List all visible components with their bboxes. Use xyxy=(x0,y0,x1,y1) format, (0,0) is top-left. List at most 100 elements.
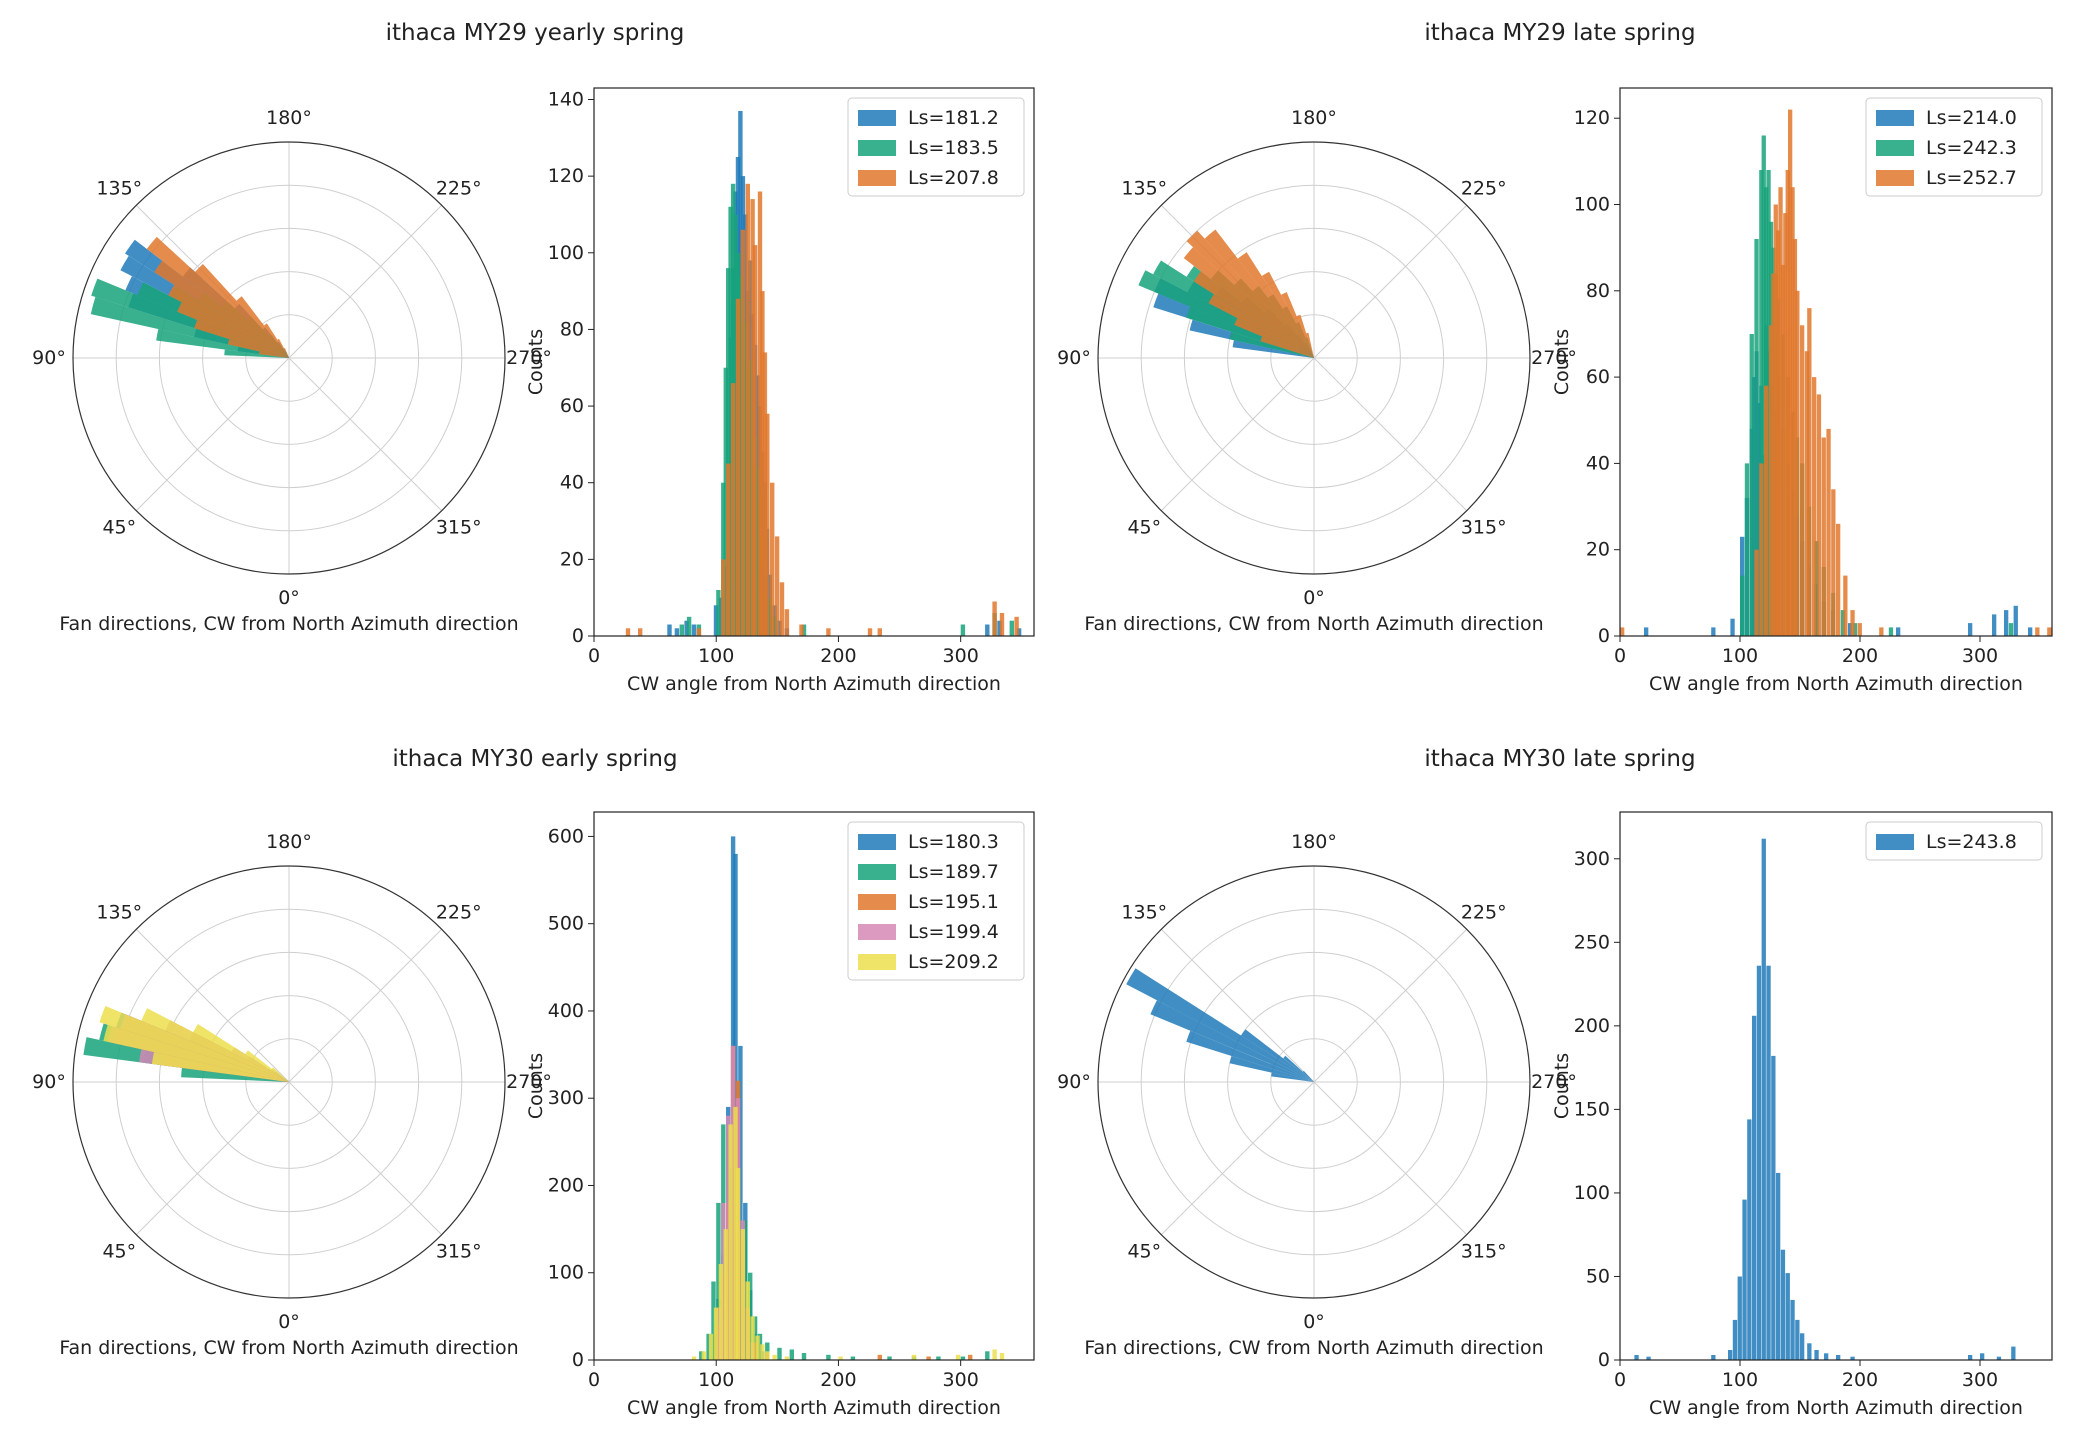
hist-bar xyxy=(1752,377,1757,636)
y-tick-label: 80 xyxy=(1586,280,1610,302)
polar-grid-spoke xyxy=(135,928,290,1083)
hist-bar xyxy=(1761,838,1766,1360)
hist-bar xyxy=(625,628,631,636)
y-tick-label: 0 xyxy=(1598,625,1610,647)
hist-frame xyxy=(1619,87,2053,637)
hist-bar xyxy=(1620,627,1625,636)
legend-label: Ls=180.3 xyxy=(908,831,999,853)
polar-xlabel: Fan directions, CW from North Azimuth di… xyxy=(59,1337,518,1359)
x-axis-label: CW angle from North Azimuth direction xyxy=(627,1397,1001,1419)
hist-bar xyxy=(728,206,733,637)
polar-angle-label: 45° xyxy=(1127,1241,1161,1263)
y-tick-label: 500 xyxy=(548,913,584,935)
polar-bar xyxy=(1193,271,1314,358)
hist-bar xyxy=(1843,575,1848,636)
panel-title: ithaca MY29 late spring xyxy=(1424,20,1695,46)
polar-series-5 xyxy=(99,1006,290,1082)
polar-angle-label: 225° xyxy=(1461,177,1507,199)
hist-bar xyxy=(1831,489,1836,636)
polar-angle-label: 90° xyxy=(32,1071,66,1093)
hist-bar xyxy=(1756,965,1762,1360)
polar-bar xyxy=(1186,1030,1314,1082)
polar-angle-label: 135° xyxy=(1121,177,1167,199)
y-axis-label: Counts xyxy=(525,1053,547,1119)
y-tick-label: 200 xyxy=(1574,1015,1610,1037)
hist-bar xyxy=(1804,351,1810,636)
hist-bar xyxy=(1836,1355,1841,1360)
hist-bar xyxy=(730,383,736,636)
hist-bar xyxy=(755,1335,760,1360)
hist-bar xyxy=(1826,428,1831,636)
polar-grid-spoke xyxy=(1160,1081,1315,1236)
polar-xlabel: Fan directions, CW from North Azimuth di… xyxy=(1084,1337,1543,1359)
polar-bar xyxy=(1186,230,1314,358)
hist-bar xyxy=(826,1354,831,1360)
hist-bar xyxy=(1785,170,1790,636)
hist-bar xyxy=(867,628,873,636)
polar-angle-label: 225° xyxy=(1461,901,1507,923)
polar-bar xyxy=(1237,252,1314,358)
hist-bar xyxy=(1795,1319,1800,1360)
legend: Ls=180.3 Ls=189.7 Ls=195.1 Ls=199.4 Ls=209.2 xyxy=(847,821,1025,981)
hist-bar xyxy=(777,620,782,636)
hist-bar xyxy=(999,613,1005,636)
hist-bar xyxy=(1761,135,1766,636)
hist-bar xyxy=(850,1356,856,1360)
polar-bar xyxy=(1260,336,1314,358)
hist-bar xyxy=(779,582,785,636)
hist-bar xyxy=(743,1220,748,1360)
hist-bars xyxy=(625,111,1022,637)
panel-3: ithaca MY30 early spring 180° 225° 270° 315°… xyxy=(32,746,1035,1419)
hist-bar xyxy=(718,1264,724,1360)
hist-bar xyxy=(784,1356,790,1360)
hist-bar xyxy=(765,1351,770,1360)
hist-bar xyxy=(1850,1356,1855,1360)
x-tick-label: 0 xyxy=(1614,645,1626,667)
hist-bar xyxy=(2028,627,2033,636)
x-tick-label: 100 xyxy=(1722,645,1758,667)
hist-bar xyxy=(911,1354,917,1360)
hist-bar xyxy=(1840,610,1846,636)
hist-bar xyxy=(726,268,731,636)
hist-bar xyxy=(1814,1350,1819,1360)
hist-bar xyxy=(877,628,882,636)
polar-bar xyxy=(1229,1056,1314,1082)
hist-bars xyxy=(1620,109,2052,637)
hist-bar xyxy=(721,1202,726,1360)
hist-bar xyxy=(1766,170,1771,636)
hist-bar xyxy=(1754,549,1759,636)
hist-bar xyxy=(770,482,775,636)
hist-bar xyxy=(1992,614,1997,636)
polar-bar xyxy=(1232,340,1314,358)
x-tick-label: 0 xyxy=(1614,1369,1626,1391)
hist-bar xyxy=(733,214,738,636)
hist-bar xyxy=(740,229,746,637)
polar-bar xyxy=(284,348,289,358)
hist-bar xyxy=(738,1237,743,1360)
x-axis-label: CW angle from North Azimuth direction xyxy=(627,673,1001,695)
legend-swatch xyxy=(858,864,896,880)
hist-frame xyxy=(593,87,1035,637)
polar-angle-label: 45° xyxy=(102,1241,136,1263)
polar-bar xyxy=(1229,332,1314,358)
polar-angle-label: 225° xyxy=(436,901,482,923)
polar-angle-label: 270° xyxy=(506,347,552,369)
polar-angle-label: 45° xyxy=(102,517,136,539)
hist-bar xyxy=(1780,264,1786,636)
hist-bar xyxy=(1711,1355,1716,1360)
hist-bar xyxy=(1824,1353,1829,1360)
polar-bar xyxy=(1183,247,1314,358)
polar-grid-spoke xyxy=(1160,928,1315,1083)
hist-bar xyxy=(985,1351,990,1360)
polar-angle-label: 270° xyxy=(506,1071,552,1093)
hist-bar xyxy=(752,245,758,636)
polar-frame xyxy=(1097,865,1531,1299)
hist-bar xyxy=(752,1342,758,1360)
hist-bar xyxy=(765,413,770,636)
hist-bar xyxy=(801,624,807,636)
hist-bar xyxy=(999,1353,1005,1360)
hist-bar xyxy=(1848,623,1853,636)
legend-swatch xyxy=(1876,170,1914,186)
hist-bar xyxy=(1771,1055,1776,1360)
x-tick-label: 300 xyxy=(1962,645,1998,667)
